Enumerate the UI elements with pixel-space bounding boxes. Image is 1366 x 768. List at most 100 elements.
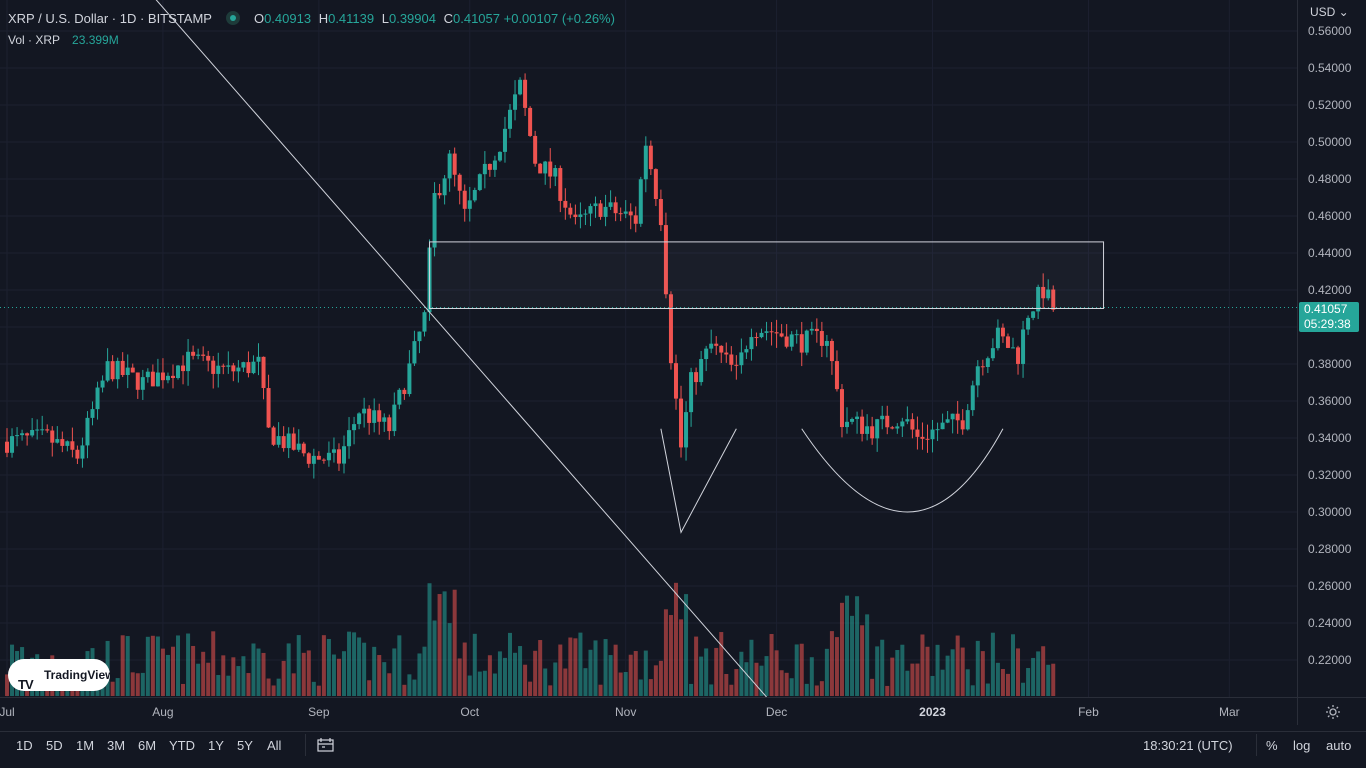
- volume-bar: [593, 640, 598, 696]
- time-axis[interactable]: Jul Aug Sep Oct Nov Dec 2023 Feb Mar: [0, 697, 1297, 725]
- volume-bar: [387, 673, 392, 696]
- candle-body: [945, 419, 950, 423]
- range-5y[interactable]: 5Y: [237, 738, 253, 753]
- candle-body: [995, 327, 1000, 349]
- candle-body: [402, 389, 407, 395]
- range-ytd[interactable]: YTD: [169, 738, 195, 753]
- candle-body: [734, 364, 739, 366]
- volume-bar: [769, 634, 774, 696]
- candle-body: [372, 410, 377, 423]
- volume-bar: [487, 655, 492, 696]
- volume-bar: [583, 668, 588, 696]
- gear-icon[interactable]: [1325, 704, 1341, 720]
- volume-bar: [181, 683, 186, 696]
- range-all[interactable]: All: [267, 738, 282, 753]
- candle-body: [648, 145, 653, 170]
- volume-bar: [699, 656, 704, 696]
- volume-bar: [588, 649, 593, 696]
- candle-body: [553, 168, 558, 177]
- volume-bar: [754, 662, 759, 696]
- volume-bar: [804, 683, 809, 696]
- candle-body: [25, 433, 30, 436]
- range-6m[interactable]: 6M: [138, 738, 157, 753]
- volume-bar: [945, 655, 950, 696]
- date-range-icon[interactable]: [317, 737, 335, 753]
- candle-body: [633, 215, 638, 224]
- candle-body: [432, 193, 437, 248]
- volume-bar: [176, 635, 181, 696]
- range-1m[interactable]: 1M: [76, 738, 95, 753]
- candle-body: [689, 372, 694, 413]
- volume-bar: [216, 675, 221, 696]
- candle-body: [940, 422, 945, 430]
- toolbar-divider: [305, 734, 306, 756]
- candle-body: [331, 449, 336, 453]
- volume-bar: [422, 646, 427, 696]
- candle-body: [603, 206, 608, 217]
- candle-body: [1021, 329, 1026, 364]
- volume-bar: [865, 614, 870, 696]
- range-1d[interactable]: 1D: [16, 738, 33, 753]
- candle-body: [920, 436, 925, 439]
- candle-body: [296, 443, 301, 450]
- candle-body: [774, 332, 779, 334]
- scale-option-percent[interactable]: %: [1266, 738, 1278, 753]
- price-tick-label: 0.38000: [1308, 357, 1352, 371]
- volume-bar: [135, 673, 140, 696]
- range-5d[interactable]: 5D: [46, 738, 63, 753]
- price-axis[interactable]: 0.22000 0.24000 0.26000 0.28000 0.30000 0.320…: [1297, 0, 1366, 697]
- scale-option-auto[interactable]: auto: [1326, 738, 1352, 753]
- candle-body: [764, 331, 769, 333]
- volume-bar: [819, 681, 824, 696]
- currency-selector[interactable]: USD ⌄: [1310, 5, 1349, 19]
- volume-bar: [160, 648, 165, 696]
- candle-body: [382, 417, 387, 422]
- candle-body: [628, 211, 633, 216]
- candle-body: [10, 436, 15, 453]
- price-tick-label: 0.46000: [1308, 209, 1352, 223]
- candle-body: [739, 352, 744, 366]
- price-chart[interactable]: [0, 0, 1297, 697]
- volume-bar: [462, 642, 467, 696]
- candle-body: [724, 352, 729, 355]
- candle-body: [543, 161, 548, 174]
- volume-bar: [427, 583, 432, 696]
- volume-bar: [518, 646, 523, 696]
- candle-body: [1031, 311, 1036, 318]
- candle-body: [704, 348, 709, 360]
- candle-body: [150, 371, 155, 387]
- volume-bar: [598, 684, 603, 696]
- candle-body: [588, 206, 593, 214]
- range-3m[interactable]: 3M: [107, 738, 126, 753]
- price-tick-label: 0.50000: [1308, 135, 1352, 149]
- volume-bar: [724, 673, 729, 696]
- candle-body: [130, 367, 135, 373]
- volume-bar: [824, 648, 829, 696]
- utc-clock[interactable]: 18:30:21 (UTC): [1143, 738, 1233, 753]
- volume-bar: [885, 685, 890, 696]
- volume-bar: [165, 654, 170, 696]
- volume-bar: [684, 594, 689, 696]
- volume-bar: [382, 662, 387, 696]
- volume-bar: [638, 679, 643, 696]
- symbol-title[interactable]: XRP / U.S. Dollar · 1D · BITSTAMP: [8, 11, 212, 26]
- candle-body: [306, 453, 311, 464]
- volume-bar: [1031, 657, 1036, 696]
- candle-body: [467, 200, 472, 209]
- candle-body: [714, 343, 719, 346]
- candle-body: [658, 198, 663, 226]
- range-1y[interactable]: 1Y: [208, 738, 224, 753]
- volume-bar: [457, 658, 462, 696]
- volume-bar: [860, 625, 865, 696]
- candle-body: [145, 371, 150, 378]
- volume-bar: [336, 658, 341, 696]
- scale-option-log[interactable]: log: [1293, 738, 1311, 753]
- candle-body: [684, 412, 689, 448]
- volume-bar: [301, 652, 306, 696]
- candle-body: [362, 408, 367, 414]
- candle-body: [513, 94, 518, 110]
- volume-bar: [910, 663, 915, 696]
- tradingview-logo[interactable]: TV TradingView: [8, 659, 114, 692]
- candle-body: [487, 163, 492, 170]
- candle-body: [653, 169, 658, 199]
